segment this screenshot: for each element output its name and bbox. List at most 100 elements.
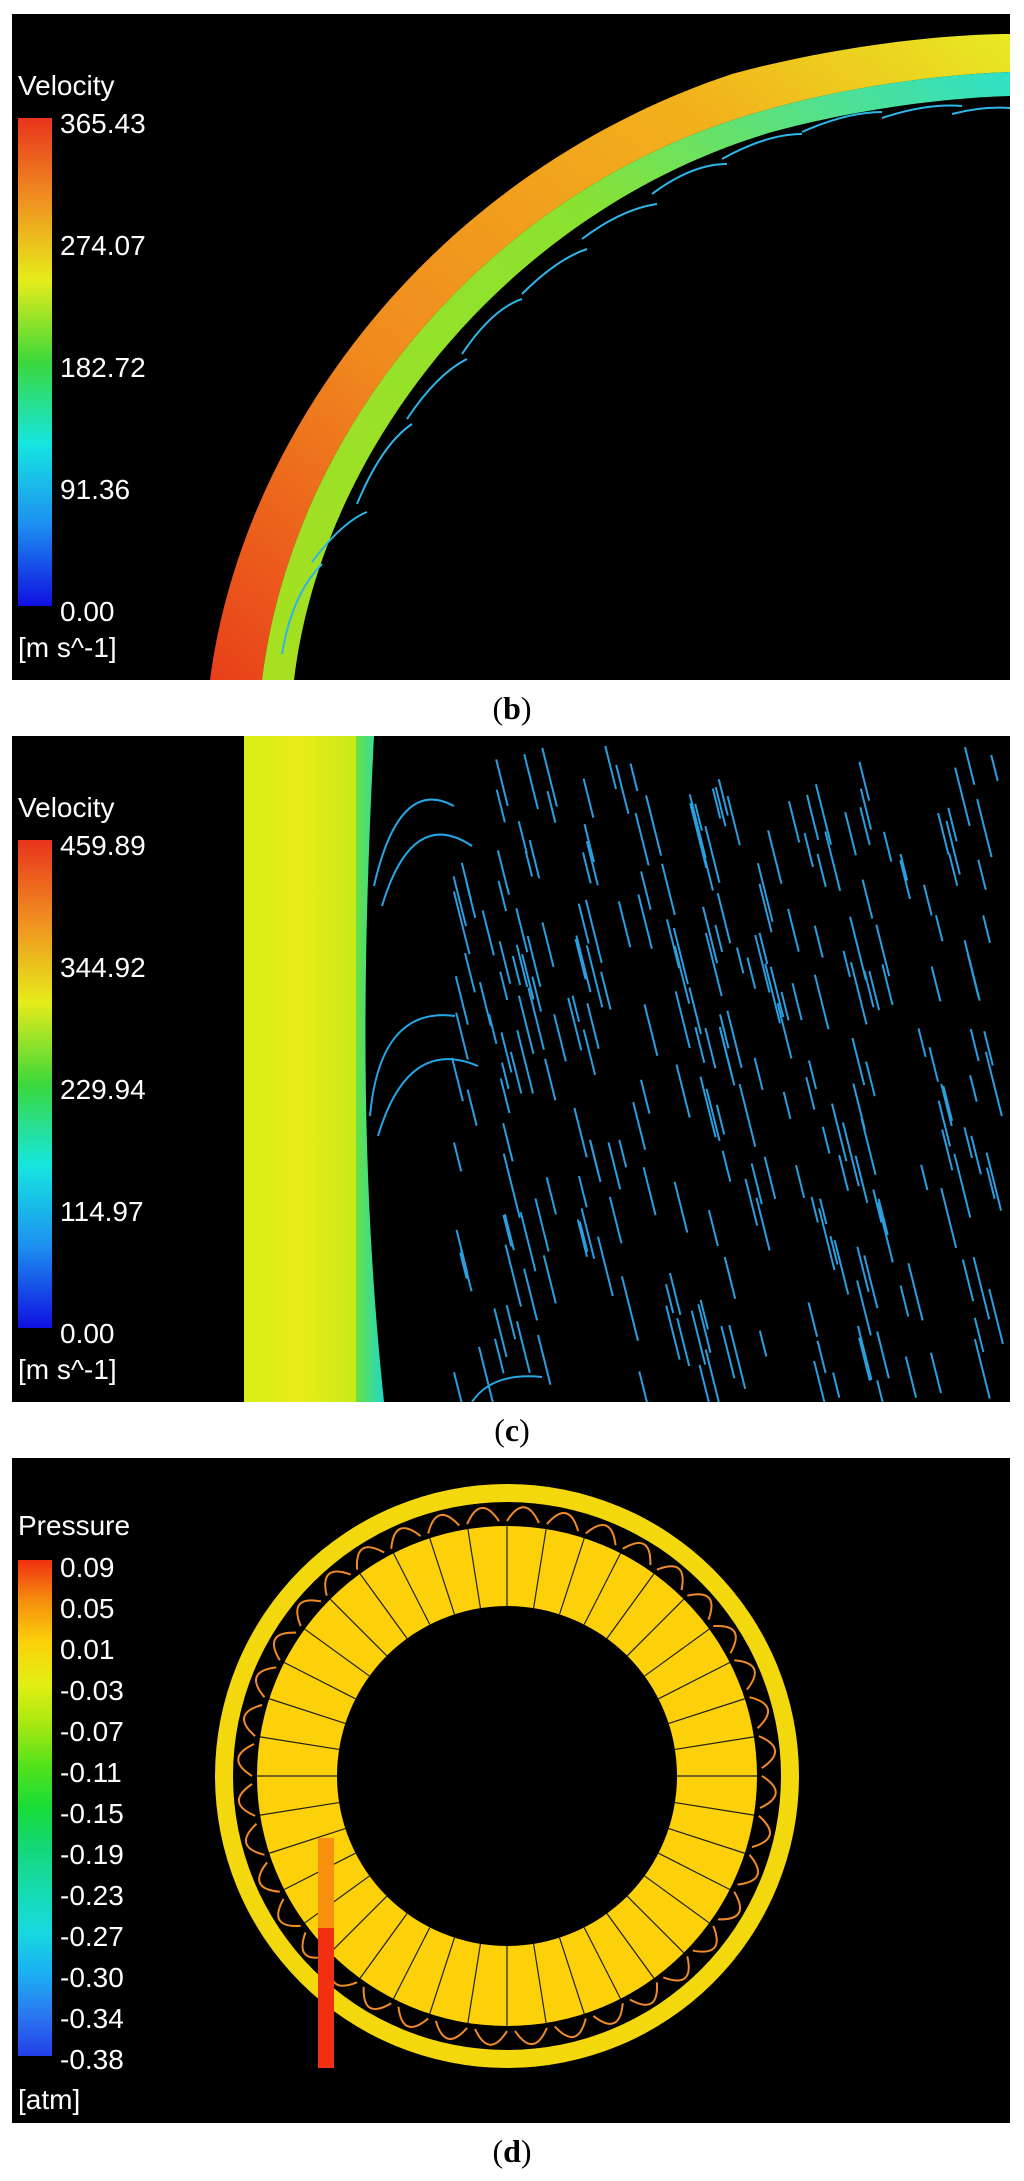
blade-divider bbox=[429, 1538, 456, 1615]
flow-vector bbox=[963, 1126, 974, 1159]
flow-vector bbox=[872, 1189, 883, 1223]
flow-vector bbox=[726, 795, 741, 846]
blade-outline bbox=[390, 1527, 422, 1549]
velocity-contour-panel-b: Velocity 365.43 274.07 182.72 91.36 0.00… bbox=[12, 14, 1010, 680]
legend-tick: 182.72 bbox=[60, 352, 146, 383]
blade-divider bbox=[583, 1552, 622, 1625]
flow-vector bbox=[758, 1330, 768, 1357]
flow-vector bbox=[860, 1118, 877, 1176]
flow-vector bbox=[515, 944, 529, 988]
flow-vector bbox=[521, 953, 535, 1000]
legend-tick: -0.30 bbox=[60, 1962, 124, 1993]
blade-outline bbox=[554, 2018, 587, 2038]
legend-tick: -0.19 bbox=[60, 1839, 124, 1870]
legend-unit: [m s^-1] bbox=[18, 1354, 117, 1385]
legend-tick: 344.92 bbox=[60, 952, 146, 983]
legend-tick: 0.01 bbox=[60, 1634, 115, 1665]
blade-outline bbox=[592, 2003, 624, 2025]
flow-vector bbox=[818, 1208, 836, 1271]
flow-vector bbox=[876, 1202, 894, 1263]
flow-vector bbox=[935, 915, 944, 942]
flow-vector bbox=[854, 1155, 869, 1204]
flow-vector bbox=[502, 1214, 513, 1247]
flow-vector bbox=[699, 1076, 717, 1138]
velocity-color-bar bbox=[18, 118, 52, 606]
blade-outline bbox=[243, 1703, 263, 1737]
flow-vector bbox=[528, 839, 541, 879]
blade-divider bbox=[269, 1827, 346, 1854]
flow-vector bbox=[459, 1252, 468, 1279]
blade-divider bbox=[558, 1937, 585, 2014]
flow-vector bbox=[597, 1236, 614, 1297]
legend-unit: [atm] bbox=[18, 2084, 81, 2115]
flow-vector bbox=[807, 1302, 819, 1337]
blade-outline bbox=[277, 1898, 301, 1927]
flow-vector bbox=[546, 790, 557, 823]
flow-vector bbox=[806, 794, 820, 841]
flow-vector bbox=[990, 754, 999, 782]
flow-vector bbox=[791, 982, 803, 1021]
flow-vector bbox=[964, 746, 976, 786]
flow-vector bbox=[928, 1047, 940, 1082]
legend-tick: 0.00 bbox=[60, 1318, 115, 1349]
flow-vector bbox=[694, 803, 703, 831]
legend-tick: -0.27 bbox=[60, 1921, 124, 1952]
flow-vector bbox=[478, 1346, 494, 1402]
blade-divider bbox=[626, 1895, 685, 1954]
blade-outline bbox=[629, 1982, 658, 2006]
flow-vector bbox=[969, 1028, 980, 1062]
flow-vector bbox=[782, 1091, 792, 1120]
flow-vector bbox=[617, 901, 632, 948]
flow-vector bbox=[704, 825, 721, 884]
flow-vector bbox=[976, 798, 993, 858]
caption-b: (b) bbox=[492, 690, 532, 726]
flow-vector bbox=[719, 1029, 734, 1077]
flow-vector bbox=[694, 1026, 706, 1063]
blade-divider bbox=[269, 1698, 346, 1725]
blade-divider bbox=[259, 1736, 340, 1750]
flow-vector bbox=[665, 1305, 681, 1360]
flow-vector bbox=[632, 1101, 647, 1151]
flow-vector bbox=[672, 927, 689, 985]
flow-vector bbox=[464, 952, 476, 993]
flow-vector bbox=[545, 1177, 557, 1215]
flow-vector bbox=[842, 950, 851, 978]
flow-vector bbox=[496, 850, 510, 896]
flow-vector bbox=[673, 945, 691, 1004]
blade-divider bbox=[674, 1802, 755, 1816]
flow-vector bbox=[526, 935, 542, 987]
pressure-color-bar bbox=[18, 1560, 52, 2056]
flow-vector bbox=[515, 908, 529, 953]
flow-vector bbox=[726, 1010, 743, 1068]
legend-tick: 459.89 bbox=[60, 830, 146, 861]
blade-divider bbox=[626, 1598, 685, 1657]
blade-divider bbox=[606, 1913, 655, 1979]
blade-outline bbox=[237, 1743, 255, 1777]
flow-vector bbox=[758, 883, 773, 933]
flow-vector bbox=[954, 767, 971, 827]
legend-tick: -0.07 bbox=[60, 1716, 124, 1747]
blade-outline bbox=[692, 1925, 718, 1953]
legend-tick: 365.43 bbox=[60, 108, 146, 139]
flow-vector bbox=[977, 859, 987, 890]
blade-divider bbox=[606, 1573, 655, 1639]
flow-vector bbox=[904, 1356, 918, 1398]
flow-vector bbox=[585, 841, 599, 886]
flow-vector bbox=[620, 1276, 639, 1341]
flow-vector bbox=[767, 830, 783, 884]
flow-vector bbox=[816, 1340, 827, 1374]
flow-vector bbox=[494, 1338, 505, 1374]
flow-vector bbox=[721, 1150, 732, 1182]
flow-vector bbox=[629, 763, 639, 792]
flow-vector bbox=[499, 971, 509, 1001]
flow-vector bbox=[454, 976, 469, 1025]
caption-d: (d) bbox=[492, 2133, 532, 2169]
flow-vector bbox=[615, 764, 630, 815]
flow-vector bbox=[515, 1321, 531, 1374]
flow-vector bbox=[500, 1032, 513, 1073]
flow-vector bbox=[937, 1100, 952, 1147]
flow-vector bbox=[794, 1164, 806, 1199]
flow-vector bbox=[704, 1027, 717, 1069]
blade-outline bbox=[751, 1815, 771, 1849]
blade-outline bbox=[737, 1854, 759, 1886]
